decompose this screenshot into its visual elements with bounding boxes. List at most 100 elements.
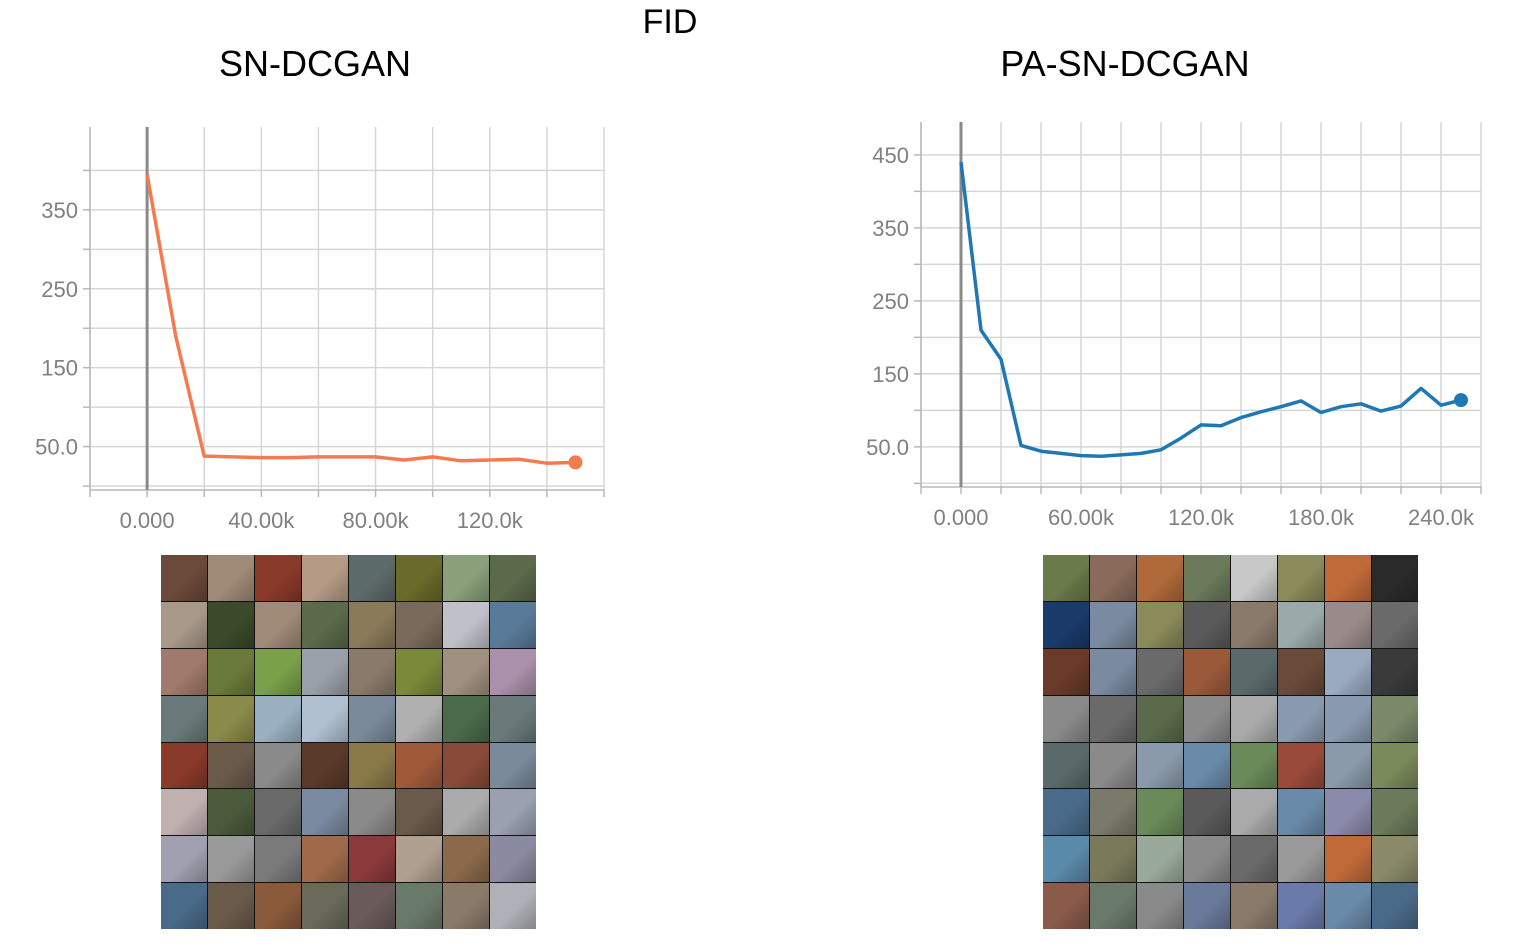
pa-sn-dcgan-sample-grid (1043, 555, 1418, 929)
pa-sn-dcgan-sample-image (1090, 648, 1136, 695)
pa-sn-dcgan-x-tick-label: 60.00k (1048, 505, 1115, 530)
sn-dcgan-sample-image (302, 789, 348, 836)
pa-sn-dcgan-sample-image (1231, 555, 1277, 601)
pa-sn-dcgan-sample-image (1184, 789, 1230, 836)
pa-sn-dcgan-sample-image (1090, 789, 1136, 836)
pa-sn-dcgan-sample-image (1184, 695, 1230, 742)
pa-sn-dcgan-sample-image (1231, 883, 1277, 929)
sn-dcgan-sample-image (255, 648, 301, 695)
pa-sn-dcgan-sample-image (1043, 648, 1089, 695)
pa-sn-dcgan-sample-image (1043, 836, 1089, 883)
pa-sn-dcgan-sample-image (1231, 742, 1277, 789)
pa-sn-dcgan-x-tick-label: 240.0k (1408, 505, 1475, 530)
sn-dcgan-x-tick-label: 80.00k (343, 508, 410, 533)
pa-sn-dcgan-sample-image (1184, 555, 1230, 601)
sn-dcgan-sample-image (255, 695, 301, 742)
sn-dcgan-sample-image (443, 789, 489, 836)
sn-dcgan-sample-image (490, 648, 536, 695)
sn-dcgan-sample-image (208, 648, 254, 695)
pa-sn-dcgan-x-tick-label: 180.0k (1288, 505, 1355, 530)
sn-dcgan-title: SN-DCGAN (218, 43, 411, 84)
pa-sn-dcgan-sample-image (1372, 789, 1418, 836)
sn-dcgan-y-tick-label: 150 (41, 356, 78, 381)
figure-title: FID (642, 3, 698, 41)
pa-sn-dcgan-y-tick-label: 50.0 (866, 435, 909, 460)
pa-sn-dcgan-sample-image (1043, 601, 1089, 648)
pa-sn-dcgan-y-tick-label: 450 (872, 143, 909, 168)
pa-sn-dcgan-y-tick-label: 250 (872, 289, 909, 314)
sn-dcgan-sample-image (396, 836, 442, 883)
sn-dcgan-y-tick-label: 350 (41, 198, 78, 223)
pa-sn-dcgan-sample-image (1372, 742, 1418, 789)
pa-sn-dcgan-x-tick-label: 0.000 (933, 505, 988, 530)
sn-dcgan-sample-image (443, 601, 489, 648)
pa-sn-dcgan-y-tick-label: 350 (872, 216, 909, 241)
sn-dcgan-sample-image (396, 742, 442, 789)
pa-sn-dcgan-sample-image (1372, 601, 1418, 648)
sn-dcgan-sample-image (443, 695, 489, 742)
sn-dcgan-sample-image (490, 742, 536, 789)
sn-dcgan-sample-image (161, 555, 207, 601)
pa-sn-dcgan-sample-image (1137, 883, 1183, 929)
pa-sn-dcgan-sample-image (1278, 555, 1324, 601)
pa-sn-dcgan-sample-image (1231, 648, 1277, 695)
sn-dcgan-sample-image (161, 883, 207, 929)
pa-sn-dcgan-sample-image (1325, 789, 1371, 836)
sn-dcgan-sample-image (302, 836, 348, 883)
pa-sn-dcgan-sample-image (1137, 555, 1183, 601)
pa-sn-dcgan-sample-image (1043, 695, 1089, 742)
pa-sn-dcgan-title: PA-SN-DCGAN (1000, 43, 1250, 84)
sn-dcgan-sample-image (443, 883, 489, 929)
sn-dcgan-sample-image (349, 883, 395, 929)
sn-dcgan-sample-image (161, 836, 207, 883)
pa-sn-dcgan-sample-image (1372, 648, 1418, 695)
sn-dcgan-sample-image (302, 648, 348, 695)
pa-sn-dcgan-sample-image (1184, 648, 1230, 695)
sn-dcgan-sample-image (349, 742, 395, 789)
pa-sn-dcgan-sample-image (1137, 789, 1183, 836)
sn-dcgan-fid-chart: 50.0 150 250 350 0.000 40.00k 80.00k 120.0k (35, 127, 605, 533)
sn-dcgan-sample-image (302, 883, 348, 929)
sn-dcgan-sample-image (208, 555, 254, 601)
sn-dcgan-sample-image (255, 789, 301, 836)
pa-sn-dcgan-sample-image (1043, 789, 1089, 836)
pa-sn-dcgan-sample-image (1325, 883, 1371, 929)
pa-sn-dcgan-sample-image (1184, 883, 1230, 929)
pa-sn-dcgan-sample-image (1278, 695, 1324, 742)
pa-sn-dcgan-sample-image (1372, 836, 1418, 883)
pa-sn-dcgan-sample-image (1325, 648, 1371, 695)
pa-sn-dcgan-sample-image (1090, 836, 1136, 883)
sn-dcgan-sample-image (490, 695, 536, 742)
sn-dcgan-sample-image (490, 789, 536, 836)
pa-sn-dcgan-sample-image (1090, 555, 1136, 601)
sn-dcgan-sample-image (443, 555, 489, 601)
pa-sn-dcgan-x-tick-label: 120.0k (1168, 505, 1235, 530)
sn-dcgan-sample-image (349, 789, 395, 836)
sn-dcgan-sample-image (161, 789, 207, 836)
pa-sn-dcgan-sample-image (1325, 695, 1371, 742)
pa-sn-dcgan-sample-image (1137, 648, 1183, 695)
pa-sn-dcgan-sample-image (1325, 742, 1371, 789)
sn-dcgan-sample-image (161, 695, 207, 742)
sn-dcgan-sample-image (255, 883, 301, 929)
pa-sn-dcgan-sample-image (1231, 836, 1277, 883)
pa-sn-dcgan-sample-image (1090, 695, 1136, 742)
sn-dcgan-sample-image (161, 742, 207, 789)
pa-sn-dcgan-sample-image (1184, 836, 1230, 883)
sn-dcgan-sample-image (490, 883, 536, 929)
sn-dcgan-sample-image (443, 742, 489, 789)
sn-dcgan-sample-image (396, 883, 442, 929)
pa-sn-dcgan-sample-image (1325, 555, 1371, 601)
sn-dcgan-x-tick-label: 0.000 (120, 508, 175, 533)
sn-dcgan-sample-image (349, 601, 395, 648)
sn-dcgan-sample-image (349, 648, 395, 695)
pa-sn-dcgan-sample-image (1231, 695, 1277, 742)
sn-dcgan-y-tick-label: 50.0 (35, 435, 78, 460)
pa-sn-dcgan-sample-image (1278, 789, 1324, 836)
pa-sn-dcgan-fid-chart: 50.0 150 250 350 450 0.000 60.00k 120.0k 180.0k 2… (866, 122, 1482, 530)
sn-dcgan-sample-image (490, 836, 536, 883)
pa-sn-dcgan-sample-image (1137, 742, 1183, 789)
sn-dcgan-x-tick-label: 120.0k (457, 508, 524, 533)
pa-sn-dcgan-sample-image (1325, 601, 1371, 648)
sn-dcgan-sample-image (302, 695, 348, 742)
